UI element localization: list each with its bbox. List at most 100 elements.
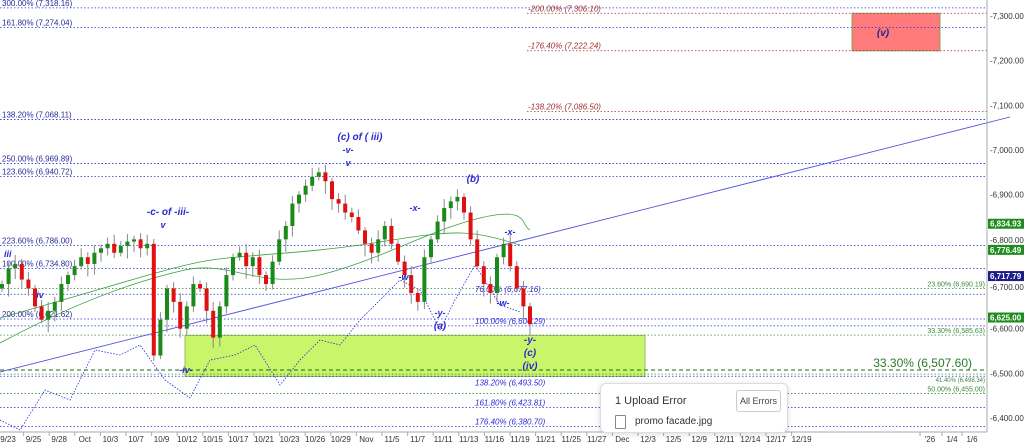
candle <box>0 284 4 289</box>
candle <box>323 172 328 182</box>
moving-average-100 <box>0 213 531 344</box>
candle <box>66 275 70 285</box>
fib-label-red: -138.20% (7,086.50) <box>528 102 601 111</box>
candle <box>145 243 150 249</box>
y-tick-label: -7,100.00 <box>990 101 1024 110</box>
x-tick-label: 12/3 <box>640 435 656 444</box>
candle <box>264 275 268 285</box>
candle <box>33 288 37 307</box>
x-tick-label: 12/14 <box>740 435 761 444</box>
x-tick-label: 12/11 <box>715 435 735 444</box>
fib-label: 76.00% (6,677.16) <box>475 285 541 294</box>
candle <box>132 239 136 242</box>
wave-label: v <box>345 158 351 168</box>
candle <box>118 246 123 253</box>
candle <box>79 257 84 267</box>
wave-label: -v- <box>343 145 354 155</box>
wave-label: -c- of -iii- <box>147 207 190 218</box>
candle <box>435 221 440 240</box>
y-tick-label: -7,000.00 <box>990 146 1024 155</box>
x-tick-label: 11/5 <box>385 435 401 444</box>
candle <box>415 292 420 302</box>
candle <box>165 288 169 320</box>
fib-label: 100.00% (6,606.29) <box>475 317 546 326</box>
x-tick-label: '26 <box>925 435 936 444</box>
candle <box>402 261 407 276</box>
candle <box>429 239 433 258</box>
candle <box>244 252 249 267</box>
x-tick-label: 10/26 <box>305 435 326 444</box>
candle <box>46 310 51 320</box>
fib-label-green: 50.00% (6,455.00) <box>927 386 985 393</box>
candle <box>198 284 202 289</box>
x-tick-label: Oct <box>79 435 92 444</box>
x-tick-label: 10/15 <box>203 435 224 444</box>
y-tick-label: -7,200.00 <box>990 57 1024 66</box>
candle <box>508 243 513 267</box>
wave-label: (iv) <box>523 361 539 372</box>
candle <box>501 243 506 258</box>
x-tick-label: 12/5 <box>666 435 682 444</box>
candle <box>356 217 361 231</box>
candle <box>528 306 532 325</box>
price-tag-label: 6,717.79 <box>990 272 1022 281</box>
candle <box>290 203 295 226</box>
candle <box>85 257 90 264</box>
fib-label: 176.40% (6,380.70) <box>475 418 546 427</box>
candle <box>250 257 255 267</box>
candle <box>13 263 18 269</box>
target-zone <box>851 12 941 52</box>
candle <box>26 279 31 289</box>
wave-label: -y- <box>435 308 446 318</box>
fib-label-green: 33.30% (6,585.63) <box>927 328 985 335</box>
candle <box>184 306 189 329</box>
candle <box>369 243 374 253</box>
key-level-label: 33.30% (6,507.60) <box>873 356 972 370</box>
candle <box>99 248 103 253</box>
x-tick-label: 10/17 <box>228 435 249 444</box>
fib-label: 123.60% (6,940.72) <box>2 167 73 176</box>
candle <box>448 201 453 209</box>
candle <box>409 275 414 293</box>
x-tick-label: 9/23 <box>0 435 16 444</box>
y-tick-label: -6,500.00 <box>990 369 1024 378</box>
candle <box>396 243 400 262</box>
candle <box>237 252 242 258</box>
candle <box>191 284 196 307</box>
x-tick-label: 9/28 <box>51 435 67 444</box>
candle <box>125 241 130 247</box>
fib-label: 250.00% (6,969.89) <box>2 154 73 163</box>
candle <box>521 288 526 307</box>
y-tick-label: -7,300.00 <box>990 12 1024 21</box>
candle <box>382 225 387 240</box>
x-tick-label: 9/25 <box>26 435 42 444</box>
x-tick-label: 10/12 <box>177 435 198 444</box>
wave-label: -x- <box>505 227 516 237</box>
wave-label: -w- <box>399 272 412 282</box>
candle <box>277 239 282 262</box>
wave-label: -x- <box>410 203 421 213</box>
price-tag-label: 6,625.00 <box>990 314 1022 323</box>
x-tick-label: 11/21 <box>536 435 556 444</box>
x-tick-label: Nov <box>359 435 373 444</box>
candle <box>316 172 321 177</box>
candle <box>59 284 64 302</box>
x-tick-label: 11/11 <box>434 435 453 444</box>
candle <box>138 239 143 249</box>
wave-label: v <box>160 220 166 230</box>
wave-label: -y- <box>524 335 537 346</box>
file-name: promo facade.jpg <box>635 416 713 427</box>
x-tick-label: 10/3 <box>103 435 119 444</box>
candle <box>231 257 235 276</box>
wave-label: iii <box>4 249 12 259</box>
x-tick-label: 12/17 <box>766 435 787 444</box>
wave-label: (c) <box>524 348 537 359</box>
fib-label: 161.80% (7,274.04) <box>2 19 73 28</box>
all-errors-button[interactable]: All Errors <box>736 390 781 412</box>
candle <box>297 194 301 204</box>
price-tag <box>988 218 1024 229</box>
x-tick-label: Dec <box>615 435 629 444</box>
candle <box>19 263 24 280</box>
candle <box>481 266 486 285</box>
